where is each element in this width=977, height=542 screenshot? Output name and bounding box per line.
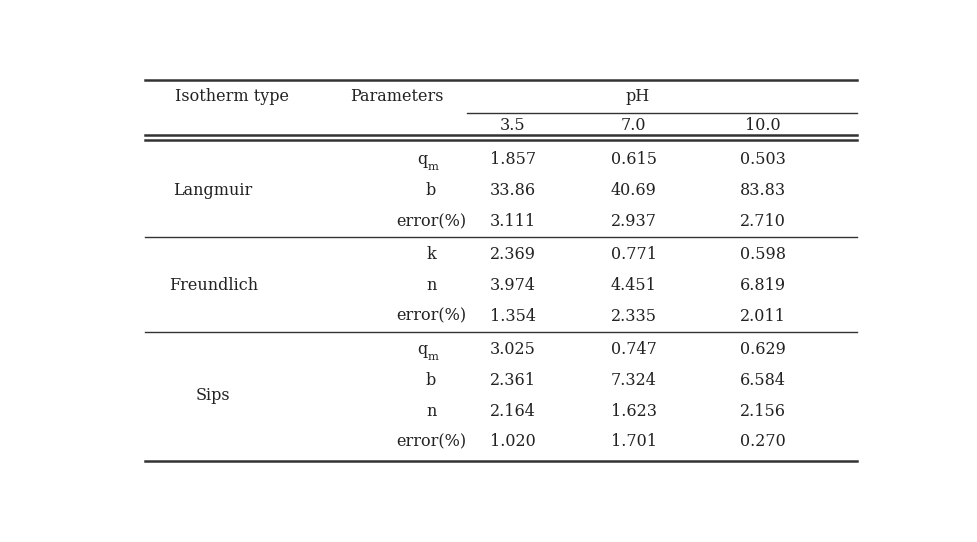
Text: 10.0: 10.0	[744, 117, 780, 134]
Text: 33.86: 33.86	[489, 182, 535, 199]
Text: 2.361: 2.361	[489, 372, 535, 389]
Text: Isotherm type: Isotherm type	[175, 88, 289, 105]
Text: 3.111: 3.111	[489, 213, 535, 230]
Text: 0.270: 0.270	[739, 434, 785, 450]
Text: error(%): error(%)	[396, 434, 466, 450]
Text: error(%): error(%)	[396, 308, 466, 325]
Text: 2.937: 2.937	[611, 213, 657, 230]
Text: m: m	[428, 352, 439, 362]
Text: 1.020: 1.020	[489, 434, 535, 450]
Text: q: q	[416, 341, 427, 358]
Text: 2.011: 2.011	[739, 308, 785, 325]
Text: n: n	[426, 277, 436, 294]
Text: pH: pH	[625, 88, 649, 105]
Text: 2.710: 2.710	[739, 213, 785, 230]
Text: 1.857: 1.857	[489, 151, 535, 168]
Text: 3.025: 3.025	[489, 341, 535, 358]
Text: 1.354: 1.354	[489, 308, 535, 325]
Text: 0.503: 0.503	[739, 151, 785, 168]
Text: 2.369: 2.369	[489, 246, 535, 263]
Text: 6.584: 6.584	[739, 372, 785, 389]
Text: 0.629: 0.629	[739, 341, 785, 358]
Text: q: q	[416, 151, 427, 168]
Text: 0.771: 0.771	[611, 246, 657, 263]
Text: 6.819: 6.819	[739, 277, 785, 294]
Text: 0.747: 0.747	[611, 341, 657, 358]
Text: 0.615: 0.615	[611, 151, 657, 168]
Text: 3.974: 3.974	[489, 277, 535, 294]
Text: 2.164: 2.164	[489, 403, 535, 420]
Text: 2.335: 2.335	[611, 308, 657, 325]
Text: error(%): error(%)	[396, 213, 466, 230]
Text: 3.5: 3.5	[499, 117, 525, 134]
Text: 1.701: 1.701	[611, 434, 657, 450]
Text: Freundlich: Freundlich	[168, 277, 258, 294]
Text: b: b	[426, 372, 436, 389]
Text: n: n	[426, 403, 436, 420]
Text: 40.69: 40.69	[611, 182, 657, 199]
Text: 7.324: 7.324	[611, 372, 657, 389]
Text: 83.83: 83.83	[739, 182, 785, 199]
Text: b: b	[426, 182, 436, 199]
Text: 0.598: 0.598	[739, 246, 785, 263]
Text: Parameters: Parameters	[350, 88, 443, 105]
Text: Sips: Sips	[195, 387, 231, 404]
Text: 1.623: 1.623	[611, 403, 657, 420]
Text: Langmuir: Langmuir	[173, 182, 253, 199]
Text: 4.451: 4.451	[611, 277, 657, 294]
Text: 2.156: 2.156	[739, 403, 785, 420]
Text: m: m	[428, 162, 439, 172]
Text: k: k	[426, 246, 436, 263]
Text: 7.0: 7.0	[620, 117, 646, 134]
